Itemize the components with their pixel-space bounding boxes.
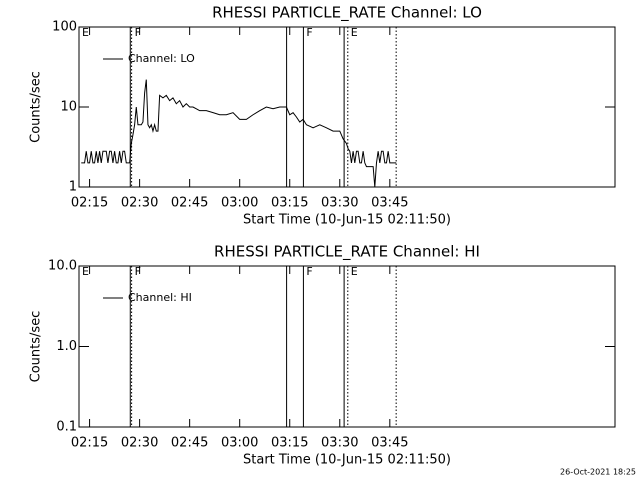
y-tick-label: 0.1	[56, 420, 77, 435]
footer: 26-Oct-2021 18:25	[560, 468, 636, 477]
x-tick-label: 02:45	[171, 436, 208, 451]
x-tick-label: 02:15	[71, 436, 108, 451]
x-tick-label: 03:00	[221, 436, 258, 451]
y-tick-label: 10	[60, 100, 77, 115]
x-axis-label: Start Time (10-Jun-15 02:11:50)	[243, 213, 451, 228]
x-tick-label: 02:15	[71, 196, 108, 211]
event-label: E	[351, 26, 358, 39]
y-tick-label: 10.0	[48, 259, 77, 274]
event-label: F	[135, 26, 141, 39]
legend-label: Channel: HI	[128, 291, 192, 304]
x-tick-label: 03:15	[271, 196, 308, 211]
chart-title: RHESSI PARTICLE_RATE Channel: LO	[212, 4, 482, 23]
event-label: F	[135, 265, 141, 278]
y-tick-label: 1.0	[56, 339, 77, 354]
event-label: F	[306, 265, 312, 278]
x-tick-label: 03:45	[371, 196, 408, 211]
x-axis-label: Start Time (10-Jun-15 02:11:50)	[243, 453, 451, 468]
x-tick-label: 03:15	[271, 436, 308, 451]
x-tick-label: 02:30	[121, 196, 158, 211]
y-tick-label: 1	[69, 180, 77, 195]
x-tick-label: 02:45	[171, 196, 208, 211]
x-tick-label: 03:00	[221, 196, 258, 211]
event-label: E	[351, 265, 358, 278]
legend-label: Channel: LO	[128, 52, 195, 65]
event-label: F	[306, 26, 312, 39]
y-axis-label: Counts/sec	[29, 71, 44, 143]
x-tick-label: 03:30	[321, 436, 358, 451]
chart-title: RHESSI PARTICLE_RATE Channel: HI	[214, 243, 480, 262]
y-axis-label: Counts/sec	[29, 311, 44, 383]
data-line	[81, 79, 397, 188]
event-label: E	[82, 26, 89, 39]
event-label: E	[82, 265, 89, 278]
x-tick-label: 03:45	[371, 436, 408, 451]
y-tick-label: 100	[52, 20, 77, 35]
x-tick-label: 03:30	[321, 196, 358, 211]
x-tick-label: 02:30	[121, 436, 158, 451]
